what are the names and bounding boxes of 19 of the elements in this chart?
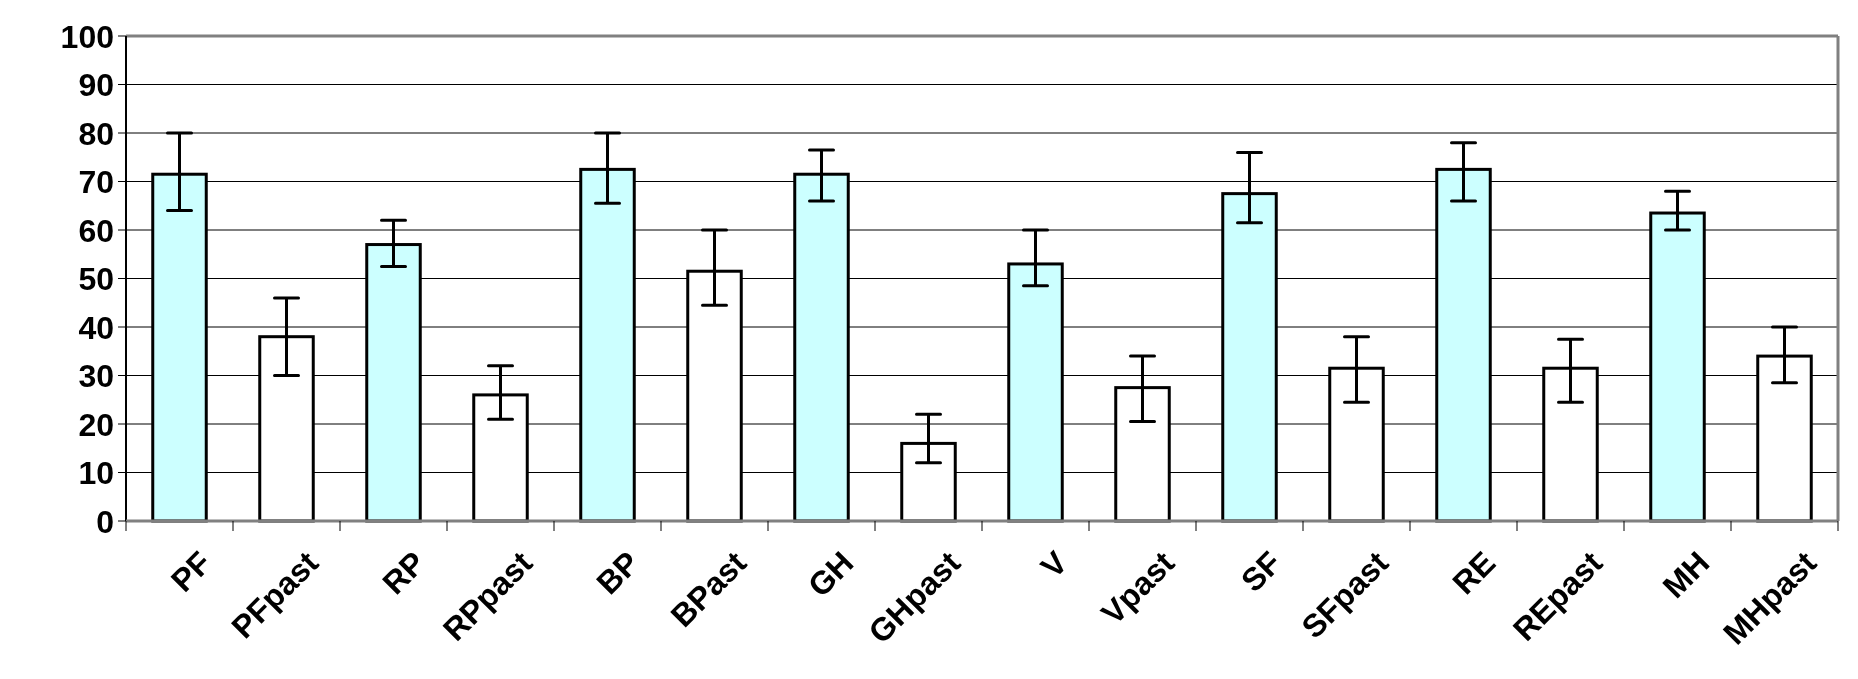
y-tick-label: 60 xyxy=(78,212,114,249)
x-tick-label: MH xyxy=(1655,544,1717,605)
y-tick-label: 30 xyxy=(78,358,114,395)
x-tick-label: RE xyxy=(1445,544,1503,602)
y-tick-label: 50 xyxy=(78,261,114,298)
y-tick-label: 80 xyxy=(78,115,114,152)
x-tick-label: PF xyxy=(163,544,219,599)
x-tick-label: BP xyxy=(589,544,647,602)
x-tick-label: GH xyxy=(800,544,861,604)
y-tick-label: 10 xyxy=(78,455,114,492)
x-tick-label: RP xyxy=(375,544,433,602)
y-tick-label: 70 xyxy=(78,164,114,201)
y-tick-label: 20 xyxy=(78,406,114,443)
y-tick-label: 40 xyxy=(78,309,114,346)
x-tick-label: V xyxy=(1033,543,1075,585)
x-tick-label: SF xyxy=(1233,544,1289,599)
y-tick-label: 100 xyxy=(60,18,114,55)
y-tick-label: 90 xyxy=(78,67,114,104)
y-tick-label: 0 xyxy=(96,503,114,540)
